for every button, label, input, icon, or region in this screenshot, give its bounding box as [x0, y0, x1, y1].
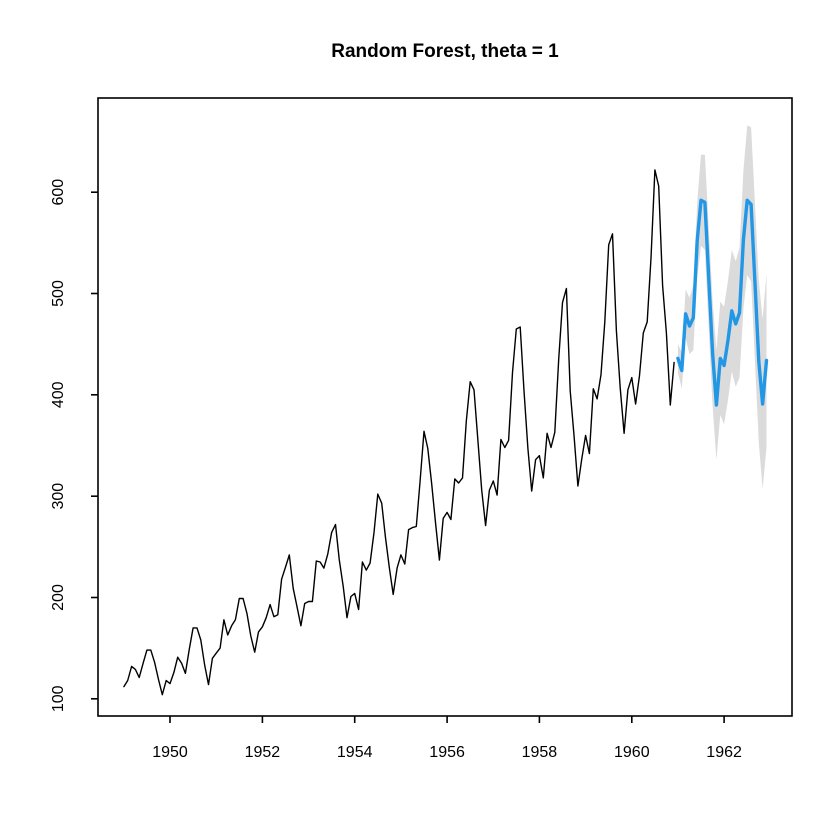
prediction-interval-polygon — [677, 125, 767, 490]
y-axis: 100 200 300 400 500 600 — [50, 179, 98, 712]
prediction-band — [677, 125, 767, 490]
y-tick-label: 400 — [50, 381, 67, 408]
observed-line-path — [123, 169, 675, 696]
y-tick-label: 500 — [50, 280, 67, 307]
observed-series-line — [123, 169, 675, 696]
forecast-series-line — [676, 198, 769, 407]
x-tick-label: 1958 — [522, 744, 558, 761]
y-tick-label: 300 — [50, 483, 67, 510]
x-tick-label: 1952 — [245, 744, 281, 761]
forecast-line-path — [676, 198, 769, 407]
chart-title: Random Forest, theta = 1 — [331, 41, 559, 62]
x-tick-label: 1956 — [429, 744, 465, 761]
x-tick-label: 1954 — [337, 744, 373, 761]
x-tick-label: 1950 — [152, 744, 188, 761]
x-tick-label: 1962 — [706, 744, 742, 761]
y-tick-label: 200 — [50, 584, 67, 611]
y-tick-label: 600 — [50, 179, 67, 206]
x-tick-label: 1960 — [614, 744, 650, 761]
y-tick-label: 100 — [50, 685, 67, 712]
plot-box-border — [97, 97, 793, 717]
x-axis: 1950 1952 1954 1956 1958 1960 1962 — [152, 716, 742, 761]
